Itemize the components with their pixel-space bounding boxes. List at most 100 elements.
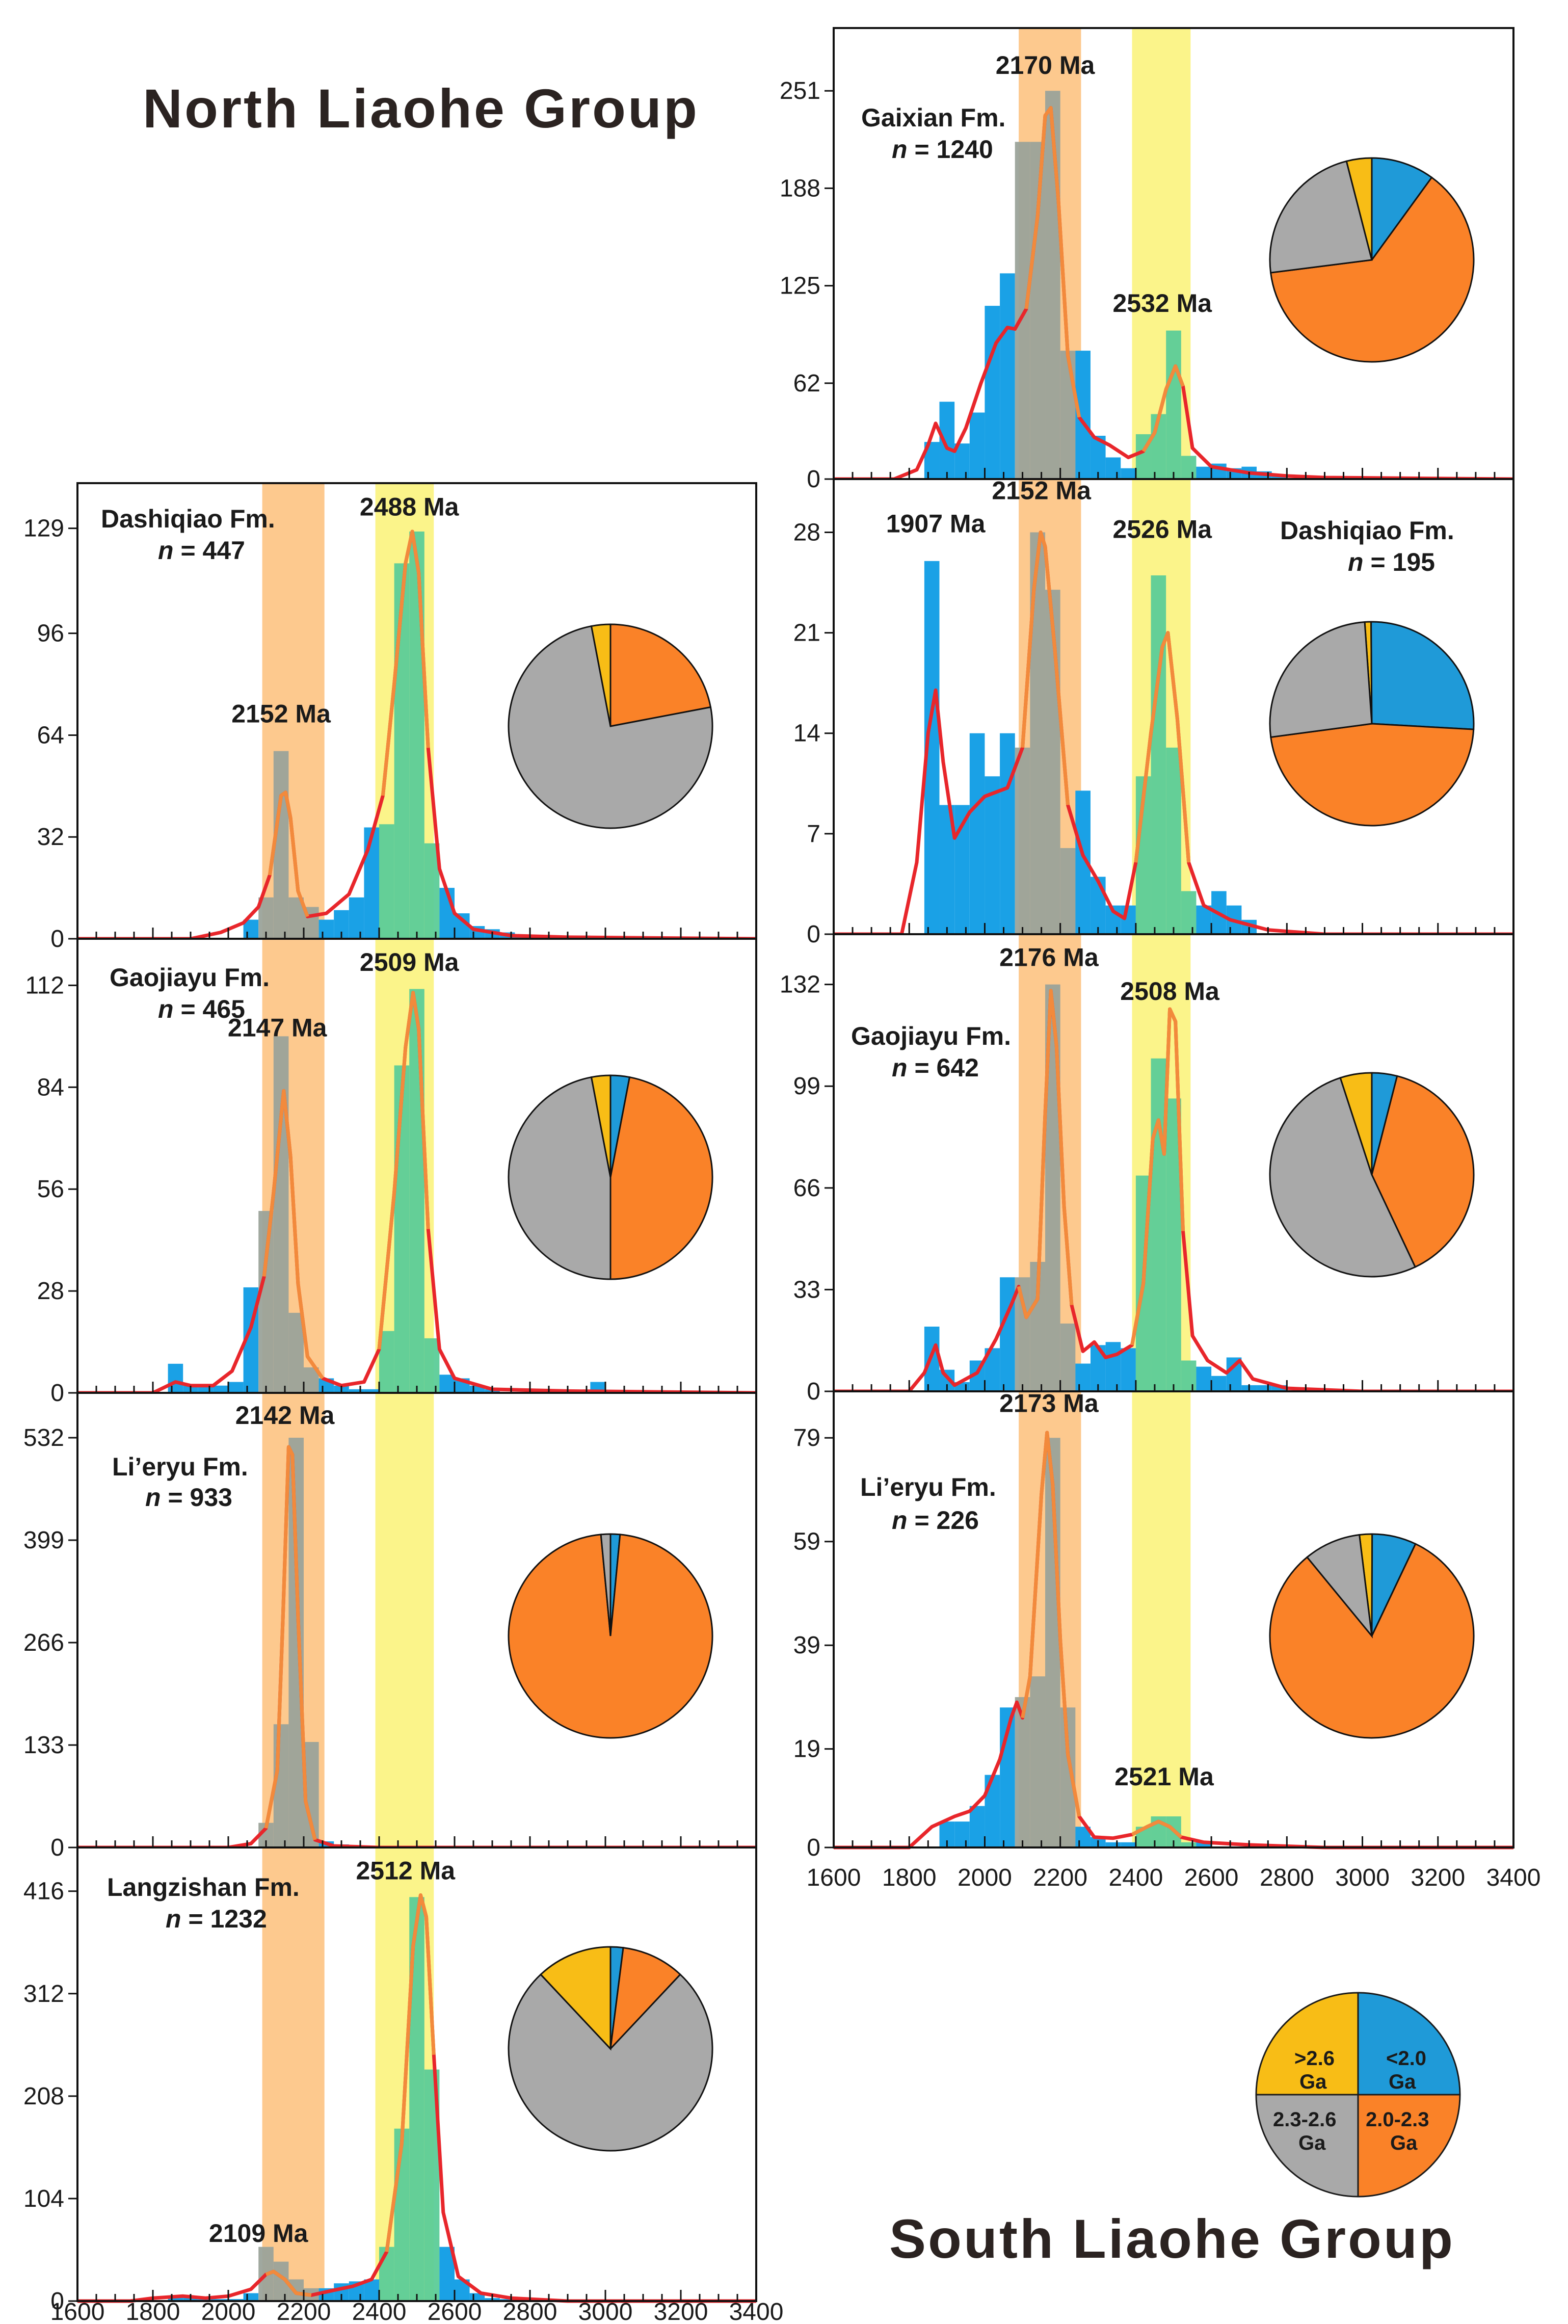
pie-slice-r2023: [609, 1076, 713, 1280]
pie-slice-r2326: [600, 1533, 612, 1636]
y-tick-label: 19: [793, 1736, 820, 1763]
histogram-bar: [168, 2297, 183, 2301]
legend-r2326-label: 2.3-2.6: [1273, 2108, 1337, 2131]
x-tick-label-south: 1800: [882, 1864, 937, 1891]
kde-curve-band-segment: [265, 2269, 312, 2297]
histogram-bar: [424, 1338, 440, 1393]
y-tick-label: 84: [37, 1074, 64, 1101]
y-tick-label: 28: [793, 519, 820, 546]
kde-curve-band-segment: [262, 1089, 324, 1380]
n-value: = 226: [908, 1506, 979, 1535]
formation-label: Langzishan Fm.: [107, 1873, 300, 1902]
peak-age-label: 2521 Ma: [1114, 1762, 1214, 1791]
x-tick-label-north: 2400: [352, 2299, 407, 2324]
formation-label: Gaojiayu Fm.: [110, 963, 270, 992]
histogram-bar: [1000, 273, 1015, 479]
histogram-bar: [1045, 590, 1060, 934]
y-tick-label: 14: [793, 720, 820, 747]
panel-south-gaojiayu: 0 33 66 99 132 Gaojiayu Fm. n = 642 2176 Ma 2508…: [780, 933, 1514, 1405]
histogram-bar: [258, 1211, 274, 1393]
legend-r2023-swatch: [1357, 2094, 1461, 2198]
x-tick-label-north: 3400: [729, 2299, 784, 2324]
y-tick-label: 0: [50, 1380, 64, 1407]
histogram-bar: [1166, 330, 1181, 479]
pie-slice-r2023: [1269, 1543, 1475, 1739]
kde-curve: [77, 530, 757, 941]
n-value: = 642: [908, 1053, 979, 1082]
y-tick-label: 0: [807, 466, 820, 493]
band-2.0-2.3-ga: [262, 1847, 325, 2301]
histogram-bar: [1075, 1363, 1091, 1391]
kde-curve-band-segment: [1024, 106, 1081, 418]
panel-north-dashiqiao: 0 32 64 96 129 Dashiqiao Fm. n = 447 2152 Ma 248…: [23, 482, 757, 953]
histogram-bar: [1121, 905, 1136, 934]
histogram-bar: [349, 1389, 364, 1393]
north-group-title: North Liaohe Group: [143, 77, 699, 139]
histogram-bar: [985, 306, 1000, 479]
band-2.5-ga: [1132, 1391, 1191, 1847]
histogram-bar: [1045, 91, 1060, 479]
kde-curve: [834, 989, 1513, 1393]
sample-count: n = 1240: [892, 135, 993, 164]
kde-curve-band-segment: [385, 1893, 436, 2252]
formation-label: Dashiqiao Fm.: [101, 505, 275, 533]
histogram-bar: [1121, 468, 1136, 479]
peak-age-label: 2152 Ma: [992, 477, 1092, 505]
histogram-bar: [1105, 1842, 1121, 1847]
legend-gt26-swatch: [1255, 1992, 1359, 2096]
panel-north-lieryu: 0 133 266 399 532 Li’eryu Fm.n = 933 2142 Ma: [23, 1392, 757, 1861]
legend-gt26-unit: Ga: [1299, 2071, 1327, 2093]
x-axis-labels: 1600 1800 2000 2200 2400 2600 2800 3000 3200 3400…: [50, 1864, 1541, 2324]
histogram-bar: [954, 1821, 970, 1847]
formation-label: Gaixian Fm.: [861, 103, 1005, 132]
pie-slice-r2326: [508, 625, 713, 829]
pie-slice-r2023: [609, 623, 712, 727]
sample-count: n = 195: [1348, 548, 1435, 576]
pie-slice-r2023: [508, 1534, 713, 1739]
histogram-bar: [288, 1438, 304, 1847]
x-tick-label-north: 2000: [201, 2299, 256, 2324]
legend-gt26-label: >2.6: [1294, 2047, 1335, 2070]
legend-lt2-swatch: [1357, 1992, 1461, 2096]
sample-count: n = 226: [892, 1506, 979, 1535]
kde-curve-band-segment: [1021, 531, 1070, 805]
histogram-bar: [273, 1036, 289, 1393]
peak-age-label: 2512 Ma: [356, 1857, 456, 1885]
peak-age-label: 2176 Ma: [999, 943, 1099, 971]
histogram-bar: [1090, 877, 1106, 934]
histogram-bar: [1196, 1366, 1212, 1391]
n-symbol: n: [892, 1506, 908, 1535]
histogram-bar: [364, 1389, 379, 1393]
x-tick-label-south: 1600: [807, 1864, 861, 1891]
kde-curve-band-segment: [268, 790, 309, 917]
y-tick-label: 208: [23, 2083, 64, 2110]
x-tick-label-south: 2400: [1108, 1864, 1163, 1891]
sample-count: n = 465: [158, 995, 245, 1023]
y-tick-label: 129: [23, 515, 64, 542]
y-tick-label: 56: [37, 1176, 64, 1203]
pie-slice-r2326: [1306, 1534, 1373, 1639]
histogram-bar: [969, 733, 985, 934]
peak-age-label: 2109 Ma: [209, 2219, 309, 2248]
sample-count: n = 447: [158, 536, 245, 565]
x-tick-label-north: 2600: [428, 2299, 482, 2324]
y-tick-label: 132: [780, 971, 820, 998]
histogram-bar: [273, 751, 289, 939]
legend-r2326-swatch: [1255, 2094, 1359, 2198]
y-tick-label: 399: [23, 1527, 64, 1554]
histogram-bar: [228, 1382, 244, 1393]
y-tick-label: 0: [807, 921, 820, 948]
histogram-bar: [394, 563, 410, 939]
n-value: = 933: [161, 1483, 232, 1512]
histogram-bar: [439, 1375, 455, 1393]
formation-label: Li’eryu Fm.: [112, 1452, 248, 1481]
pie-slice-r2023: [609, 1946, 682, 2051]
kde-curve-band-segment: [264, 1445, 317, 1840]
peak-age-label: 1907 Ma: [886, 509, 986, 538]
histogram-bar: [1060, 1323, 1076, 1391]
y-tick-label: 0: [50, 926, 64, 953]
histogram-bar: [985, 776, 1000, 934]
histogram-bar: [1151, 1058, 1166, 1391]
panel-south-gaixian: 0 62 125 188 251 Gaixian Fm. n = 1240 2170 Ma 25…: [780, 27, 1514, 493]
